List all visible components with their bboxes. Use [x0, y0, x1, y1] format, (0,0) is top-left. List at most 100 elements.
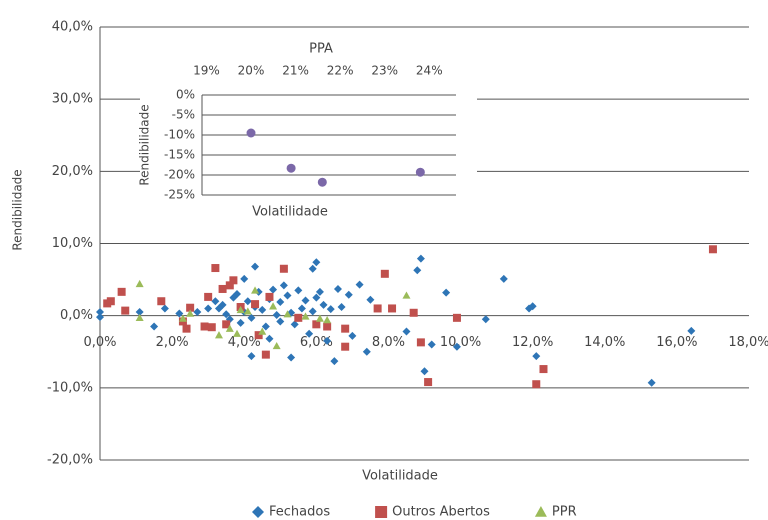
data-point	[279, 264, 288, 273]
data-point	[225, 324, 234, 332]
y-tick-label: 10,0%	[52, 236, 93, 251]
data-point	[528, 302, 537, 311]
data-point	[413, 266, 422, 275]
x-tick-label: 8,0%	[372, 335, 405, 350]
legend-marker	[534, 506, 547, 517]
data-point	[258, 327, 267, 335]
data-point	[315, 314, 324, 322]
data-point	[416, 254, 425, 263]
legend-label: PPR	[552, 505, 577, 520]
y-axis-title: Rendibilidade	[11, 169, 25, 250]
data-point	[532, 352, 541, 361]
data-point	[246, 128, 256, 138]
data-point	[286, 163, 296, 173]
x-tick-label: 21%	[282, 64, 309, 78]
x-tick-label: 22%	[327, 64, 354, 78]
y-tick-label: 20,0%	[52, 164, 93, 179]
x-tick-label: 23%	[371, 64, 398, 78]
data-point	[261, 350, 270, 359]
data-point	[222, 320, 231, 329]
data-point	[207, 323, 216, 332]
data-point	[186, 303, 195, 312]
data-point	[117, 287, 126, 296]
x-tick-label: 20%	[238, 64, 265, 78]
data-point	[236, 305, 245, 314]
data-point	[366, 295, 375, 304]
data-point	[247, 352, 256, 361]
x-tick-label: 4,0%	[228, 335, 261, 350]
data-point	[229, 276, 238, 285]
data-point	[157, 297, 166, 306]
data-point	[160, 304, 169, 313]
data-point	[258, 305, 267, 314]
data-point	[243, 297, 252, 306]
data-point	[427, 340, 436, 349]
data-point	[402, 291, 411, 299]
data-point	[388, 304, 397, 313]
data-point	[225, 281, 234, 290]
data-point	[312, 293, 321, 302]
data-point	[319, 300, 328, 309]
data-point	[175, 309, 184, 318]
data-point	[204, 304, 213, 313]
y-tick-label: -10%	[164, 128, 195, 142]
data-point	[279, 281, 288, 290]
data-point	[337, 303, 346, 312]
x-tick-label: 14,0%	[584, 335, 625, 350]
data-point	[178, 314, 187, 322]
y-tick-label: -20,0%	[47, 453, 93, 468]
data-point	[416, 338, 425, 347]
data-point	[317, 177, 327, 187]
y-tick-label: 40,0%	[52, 20, 93, 35]
data-point	[308, 307, 317, 316]
x-tick-label: 24%	[416, 64, 443, 78]
y-tick-label: -5%	[172, 108, 195, 122]
data-point	[214, 331, 223, 339]
data-point	[283, 310, 292, 318]
data-point	[247, 313, 256, 322]
x-axis-title: Volatilidade	[252, 205, 328, 220]
data-point	[200, 322, 209, 331]
data-point	[135, 308, 144, 317]
data-point	[135, 313, 144, 322]
x-tick-label: 18,0%	[728, 335, 768, 350]
data-point	[330, 357, 339, 366]
x-tick-label: 0,0%	[83, 335, 116, 350]
data-point	[348, 331, 357, 340]
data-point	[323, 315, 332, 324]
data-point	[301, 312, 310, 320]
y-tick-label: -20%	[164, 168, 195, 182]
y-tick-label: 0,0%	[60, 308, 93, 323]
legend-label: Fechados	[269, 505, 330, 520]
data-point	[647, 378, 656, 387]
data-point	[708, 245, 717, 254]
data-point	[420, 367, 429, 376]
data-point	[106, 297, 115, 306]
data-point	[272, 310, 281, 319]
data-point	[186, 309, 195, 317]
data-point	[409, 308, 418, 317]
data-point	[294, 286, 303, 295]
x-tick-label: 6,0%	[300, 335, 333, 350]
data-point	[333, 284, 342, 293]
data-point	[362, 347, 371, 356]
data-point	[294, 313, 303, 322]
data-point	[341, 324, 350, 333]
data-point	[251, 300, 260, 309]
y-tick-label: 30,0%	[52, 92, 93, 107]
data-point	[323, 322, 332, 331]
inset-title: PPA	[309, 42, 333, 57]
data-point	[532, 380, 541, 389]
data-point	[135, 279, 144, 288]
y-tick-label: -25%	[164, 188, 195, 202]
data-point	[380, 269, 389, 278]
legend-marker	[252, 506, 264, 518]
data-point	[326, 305, 335, 314]
data-point	[193, 308, 202, 317]
data-point	[233, 329, 242, 337]
data-point	[402, 327, 411, 336]
x-axis-title: Volatilidade	[362, 469, 438, 484]
data-point	[415, 167, 425, 177]
data-point	[287, 353, 296, 362]
data-point	[355, 280, 364, 289]
